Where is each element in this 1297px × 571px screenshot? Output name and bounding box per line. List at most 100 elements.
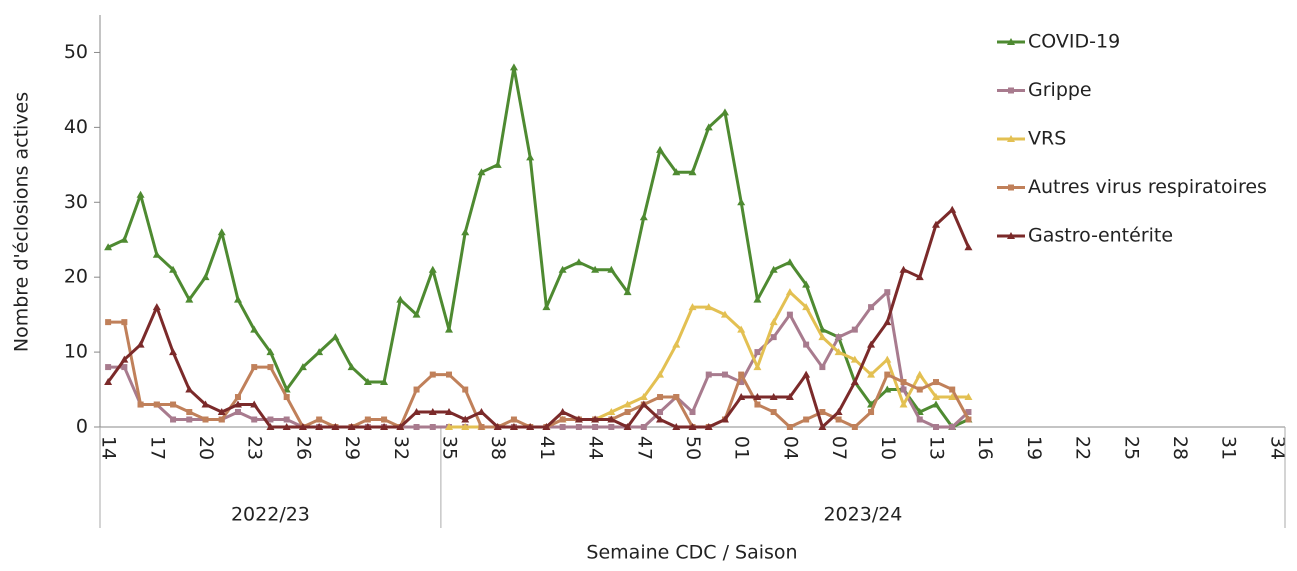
data-point [850,355,859,363]
data-point [754,349,761,356]
data-point [884,289,891,296]
data-point [217,228,226,236]
data-point [851,326,858,333]
x-tick-label: 22 [1072,436,1094,460]
data-point [169,348,178,356]
data-point [867,370,876,378]
data-point [446,371,453,378]
x-tick-label: 23 [244,436,266,460]
data-point [510,416,517,423]
data-point [932,379,939,386]
y-tick-label: 0 [76,416,88,438]
data-point [949,424,956,430]
data-point [656,415,665,423]
data-point [948,393,957,401]
data-point [477,408,486,416]
data-point [738,379,745,386]
data-point [835,416,842,423]
data-point [169,265,178,273]
data-point [786,424,793,430]
x-tick-label: 26 [292,436,314,460]
data-point [217,408,226,416]
data-point [802,303,811,311]
data-point [234,394,241,401]
x-tick-label: 07 [828,436,850,460]
x-tick-label: 50 [682,436,704,460]
data-point [347,423,356,430]
data-point [965,416,972,423]
data-point [136,190,145,198]
data-point [185,385,194,393]
data-point [900,386,907,393]
data-point [461,415,470,423]
data-point [592,424,599,430]
x-tick-label: 17 [146,436,168,460]
data-point [298,363,307,371]
data-point [202,416,209,423]
data-point [251,416,258,423]
data-point [461,423,470,430]
data-point [137,401,144,408]
data-point [688,423,697,430]
data-point [639,213,648,221]
data-point [656,145,665,153]
data-point [624,409,631,416]
x-tick-label: 38 [487,436,509,460]
data-point [688,303,697,311]
data-point [623,400,632,408]
data-point [769,265,778,273]
legend-marker [1008,184,1014,191]
data-point [250,400,259,408]
data-point [251,364,258,371]
data-point [428,408,437,416]
data-point [574,415,583,423]
data-point [526,423,535,430]
series-line [107,65,970,429]
data-point [363,378,372,386]
data-point [412,408,421,416]
data-point [738,371,745,378]
data-point [170,416,177,423]
data-point [429,371,436,378]
data-point [347,363,356,371]
data-point [186,409,193,416]
data-point [721,371,728,378]
data-point [753,363,762,371]
data-point [916,386,923,393]
data-point [704,123,713,131]
data-point [429,424,436,430]
data-point [883,318,892,326]
data-point [915,370,924,378]
data-point [542,303,551,311]
x-tick-label: 14 [98,436,120,460]
data-point [657,409,664,416]
group-label: 2022/23 [231,504,310,526]
data-point [607,415,616,423]
data-point [477,168,486,176]
data-point [737,393,746,401]
data-point [267,416,274,423]
data-point [899,400,908,408]
data-point [931,393,940,401]
data-point [883,385,892,393]
data-point [331,333,340,341]
data-point [152,303,161,311]
legend-marker [1007,38,1015,45]
data-point [152,250,161,258]
x-tick-label: 32 [390,436,412,460]
data-point [120,235,129,243]
data-point [819,364,826,371]
data-point [802,370,811,378]
data-point [380,378,389,386]
data-point [509,423,518,430]
data-point [445,423,454,430]
legend-marker [1008,87,1014,94]
data-point [381,416,388,423]
data-point [704,303,713,311]
data-point [493,423,502,430]
data-point [818,423,827,430]
data-point [785,393,794,401]
data-point [689,409,696,416]
x-tick-label: 20 [195,436,217,460]
legend-marker [1007,135,1015,142]
